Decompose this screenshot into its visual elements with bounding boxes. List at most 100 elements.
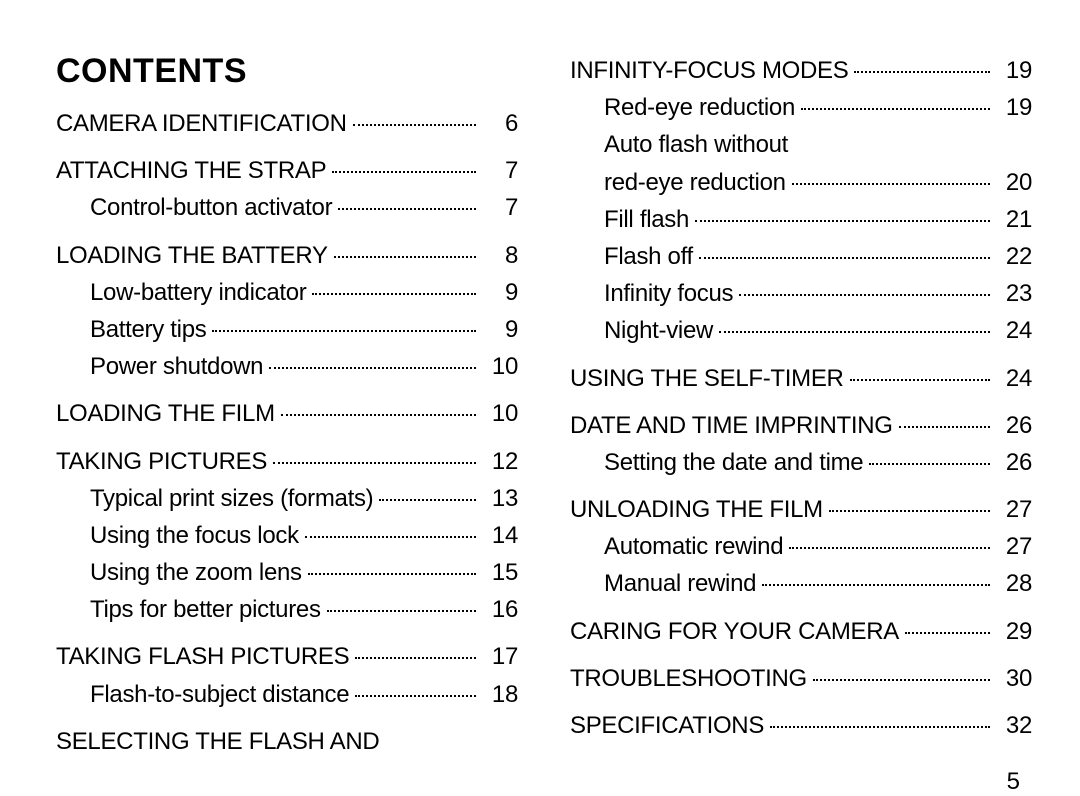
toc-row: Fill flash21 (570, 201, 1032, 238)
leader-dots (332, 171, 476, 173)
toc-row: TAKING PICTURES 12 (56, 443, 518, 480)
toc-label: TROUBLESHOOTING (570, 660, 807, 697)
leader-dots (353, 124, 476, 126)
leader-dots (327, 610, 476, 612)
toc-page: 32 (996, 707, 1032, 744)
toc-label: UNLOADING THE FILM (570, 491, 823, 528)
toc-label: Using the zoom lens (56, 554, 302, 591)
toc-label: Auto flash without (570, 126, 788, 163)
leader-dots (813, 679, 990, 681)
toc-label: Infinity focus (570, 275, 733, 312)
leader-dots (695, 220, 990, 222)
leader-dots (829, 510, 990, 512)
toc-row: Control-button activator 7 (56, 189, 518, 226)
toc-page: 7 (482, 189, 518, 226)
toc-page: 18 (482, 676, 518, 713)
toc-row: Infinity focus 23 (570, 275, 1032, 312)
toc-label: Tips for better pictures (56, 591, 321, 628)
toc-page: 19 (996, 52, 1032, 89)
toc-label: SELECTING THE FLASH AND (56, 723, 379, 760)
toc-row: Manual rewind28 (570, 565, 1032, 602)
toc-label: Using the focus lock (56, 517, 299, 554)
toc-row: USING THE SELF-TIMER24 (570, 360, 1032, 397)
toc-label: LOADING THE FILM (56, 395, 275, 432)
leader-dots (355, 695, 476, 697)
toc-row: SELECTING THE FLASH AND (56, 723, 518, 760)
contents-page: CONTENTS CAMERA IDENTIFICATION6ATTACHING… (0, 0, 1080, 694)
toc-page: 14 (482, 517, 518, 554)
toc-label: Night-view (570, 312, 713, 349)
toc-row: SPECIFICATIONS32 (570, 707, 1032, 744)
leader-dots (269, 367, 476, 369)
leader-dots (789, 547, 990, 549)
leader-dots (312, 293, 476, 295)
toc-row: Battery tips9 (56, 311, 518, 348)
toc-page: 12 (482, 443, 518, 480)
toc-label: Flash off (570, 238, 693, 275)
toc-label: DATE AND TIME IMPRINTING (570, 407, 893, 444)
toc-page: 9 (482, 274, 518, 311)
leader-dots (338, 208, 476, 210)
toc-row: CARING FOR YOUR CAMERA29 (570, 613, 1032, 650)
toc-row: Using the focus lock 14 (56, 517, 518, 554)
toc-label: Flash-to-subject distance (56, 676, 349, 713)
toc-page: 30 (996, 660, 1032, 697)
toc-row: LOADING THE FILM 10 (56, 395, 518, 432)
toc-label: INFINITY-FOCUS MODES (570, 52, 848, 89)
toc-row: Using the zoom lens 15 (56, 554, 518, 591)
leader-dots (850, 379, 990, 381)
toc-page: 24 (996, 312, 1032, 349)
toc-page: 23 (996, 275, 1032, 312)
toc-label: Power shutdown (56, 348, 263, 385)
toc-page: 24 (996, 360, 1032, 397)
leader-dots (739, 294, 990, 296)
toc-row: Power shutdown10 (56, 348, 518, 385)
leader-dots (869, 463, 990, 465)
leader-dots (699, 257, 990, 259)
leader-dots (308, 573, 476, 575)
toc-page: 21 (996, 201, 1032, 238)
leader-dots (905, 632, 990, 634)
toc-page: 26 (996, 444, 1032, 481)
leader-dots (355, 657, 476, 659)
toc-label: LOADING THE BATTERY (56, 237, 328, 274)
leader-dots (273, 462, 476, 464)
toc-label: ATTACHING THE STRAP (56, 152, 326, 189)
leader-dots (762, 584, 990, 586)
page-number: 5 (56, 760, 1032, 796)
leader-dots (854, 71, 990, 73)
toc-page: 27 (996, 528, 1032, 565)
columns-container: CONTENTS CAMERA IDENTIFICATION6ATTACHING… (56, 52, 1032, 760)
leader-dots (899, 426, 990, 428)
toc-row: Tips for better pictures16 (56, 591, 518, 628)
toc-page: 19 (996, 89, 1032, 126)
toc-row: DATE AND TIME IMPRINTING 26 (570, 407, 1032, 444)
leader-dots (770, 726, 990, 728)
toc-row: TROUBLESHOOTING 30 (570, 660, 1032, 697)
toc-row: Auto flash without (570, 126, 1032, 163)
toc-row: INFINITY-FOCUS MODES 19 (570, 52, 1032, 89)
leader-dots (334, 256, 476, 258)
toc-page: 29 (996, 613, 1032, 650)
leader-dots (305, 536, 476, 538)
toc-row: ATTACHING THE STRAP7 (56, 152, 518, 189)
toc-page: 22 (996, 238, 1032, 275)
toc-page: 10 (482, 395, 518, 432)
toc-label: Typical print sizes (formats) (56, 480, 373, 517)
toc-label: Control-button activator (56, 189, 332, 226)
toc-row: Setting the date and time26 (570, 444, 1032, 481)
toc-page: 26 (996, 407, 1032, 444)
toc-row: Low-battery indicator 9 (56, 274, 518, 311)
toc-label: Manual rewind (570, 565, 756, 602)
toc-row: LOADING THE BATTERY8 (56, 237, 518, 274)
toc-label: Low-battery indicator (56, 274, 306, 311)
toc-page: 20 (996, 164, 1032, 201)
toc-row: Flash-to-subject distance 18 (56, 676, 518, 713)
toc-page: 15 (482, 554, 518, 591)
toc-row: Typical print sizes (formats)13 (56, 480, 518, 517)
toc-page: 9 (482, 311, 518, 348)
toc-label: TAKING PICTURES (56, 443, 267, 480)
leader-dots (379, 499, 476, 501)
toc-row: red-eye reduction 20 (570, 164, 1032, 201)
toc-label: red-eye reduction (570, 164, 786, 201)
